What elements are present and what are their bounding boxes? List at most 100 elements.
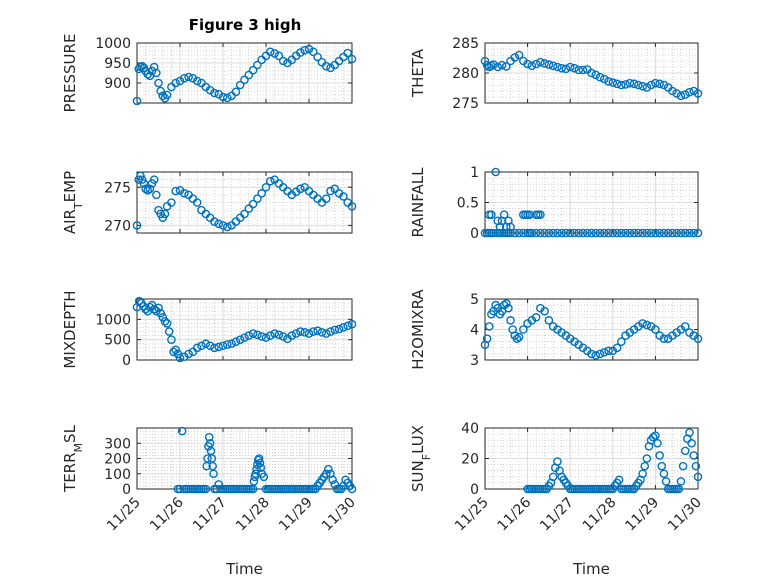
data-point xyxy=(625,228,635,238)
subplot-pressure: 900 950 1000 PRESSURE xyxy=(61,34,357,112)
data-point xyxy=(222,222,232,232)
data-point xyxy=(214,89,223,99)
subplot-rainfall: 0 0.5 1 RAINFALL xyxy=(409,165,703,242)
data-point xyxy=(680,90,690,99)
data-point xyxy=(321,61,331,71)
y-tick-label: 275 xyxy=(452,96,479,112)
data-point xyxy=(296,48,305,57)
data-point xyxy=(209,469,218,479)
data-point xyxy=(614,475,624,485)
data-point xyxy=(231,87,241,97)
data-point xyxy=(179,352,189,362)
y-axis-label: TERRMSL xyxy=(61,424,85,493)
data-point xyxy=(347,319,357,329)
data-point xyxy=(499,210,509,219)
data-point xyxy=(693,228,703,238)
data-point xyxy=(687,438,696,448)
data-point xyxy=(612,228,622,238)
data-point xyxy=(612,79,622,89)
data-point xyxy=(693,89,703,98)
data-point xyxy=(330,184,340,194)
y-axis-label: SUNFLUX xyxy=(409,425,433,492)
data-point xyxy=(531,59,541,69)
data-point xyxy=(278,56,288,66)
data-point xyxy=(557,63,566,73)
data-point xyxy=(287,331,297,340)
data-point xyxy=(578,228,588,238)
data-point xyxy=(330,480,340,489)
data-point xyxy=(255,458,265,468)
data-point xyxy=(531,228,541,238)
data-point xyxy=(240,333,249,342)
data-point xyxy=(251,469,260,479)
x-axis-label: Time xyxy=(572,560,610,578)
data-point xyxy=(261,182,271,192)
data-point xyxy=(244,70,254,80)
data-point xyxy=(149,175,159,184)
data-point xyxy=(685,228,694,238)
data-point xyxy=(491,167,500,177)
data-point xyxy=(659,469,669,479)
data-point xyxy=(642,320,652,330)
data-point xyxy=(330,325,340,335)
figure-title: Figure 3 high xyxy=(189,16,302,34)
data-point xyxy=(578,65,588,75)
data-point xyxy=(655,451,664,460)
data-point xyxy=(152,68,161,78)
x-axis-label: Time xyxy=(225,560,263,578)
data-point xyxy=(141,184,150,194)
data-point xyxy=(612,343,622,353)
data-point xyxy=(253,60,262,70)
y-axis-label: THETA xyxy=(409,48,427,98)
data-point xyxy=(634,80,643,90)
y-tick-label: 1000 xyxy=(95,312,131,328)
data-point xyxy=(317,328,327,337)
data-point xyxy=(595,349,605,359)
data-point xyxy=(240,209,249,219)
data-point xyxy=(313,326,322,336)
data-point xyxy=(171,186,180,196)
data-point xyxy=(608,228,618,238)
data-point xyxy=(625,78,635,88)
data-point xyxy=(540,306,549,316)
data-point xyxy=(604,346,613,356)
data-point xyxy=(253,330,262,340)
data-point xyxy=(595,72,605,82)
data-point xyxy=(504,303,513,313)
data-point xyxy=(249,477,259,486)
data-point xyxy=(506,316,515,325)
data-point xyxy=(304,329,314,338)
subplot-air-temp: 270 275 AIRTEMP xyxy=(61,171,357,234)
data-point xyxy=(222,93,232,103)
data-point xyxy=(484,322,494,331)
data-point xyxy=(512,334,522,343)
data-point xyxy=(638,469,647,479)
axes-frame xyxy=(136,42,353,104)
data-point xyxy=(321,469,331,479)
data-point xyxy=(160,317,170,326)
data-point xyxy=(548,472,558,482)
data-point xyxy=(188,73,198,83)
data-point xyxy=(489,228,498,238)
data-point xyxy=(599,74,609,84)
data-point xyxy=(274,330,284,340)
data-point xyxy=(689,228,699,238)
data-point xyxy=(591,228,601,238)
data-point xyxy=(222,340,232,349)
data-point xyxy=(278,332,288,341)
data-point xyxy=(651,78,660,88)
y-axis-label: AIRTEMP xyxy=(61,171,85,234)
data-point xyxy=(527,61,537,71)
data-point xyxy=(685,428,694,437)
data-point xyxy=(339,192,348,201)
data-point xyxy=(240,75,249,85)
data-point xyxy=(634,228,643,238)
data-point xyxy=(248,199,258,209)
data-point xyxy=(621,80,630,89)
data-point xyxy=(501,299,511,308)
data-point xyxy=(156,86,165,96)
data-point xyxy=(158,91,168,101)
data-point xyxy=(197,341,206,351)
data-point xyxy=(638,228,647,238)
